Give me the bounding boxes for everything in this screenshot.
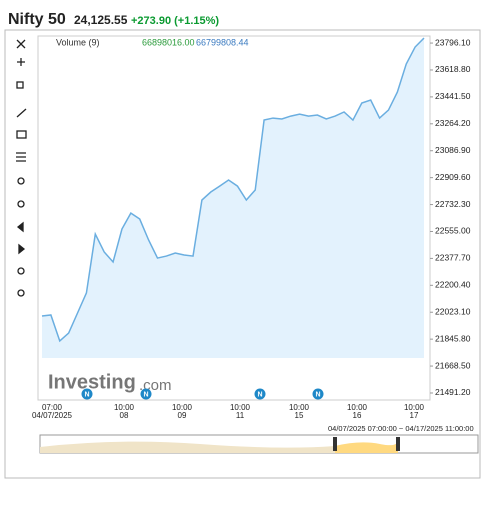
y-tick-label: 21845.80 [435,333,471,343]
tool-fib[interactable] [16,152,26,162]
y-tick-label: 22377.70 [435,253,471,263]
navigator-handle[interactable] [333,437,337,451]
instrument-title: Nifty 50 [8,11,66,28]
y-tick-label: 22732.30 [435,199,471,209]
volume-label: Volume (9) [56,37,100,47]
navigator-handle[interactable] [396,437,400,451]
tool-left[interactable] [16,221,24,233]
x-tick-date: 16 [353,411,362,420]
price-change: +273.90 (+1.15%) [131,15,219,27]
x-tick-time: 10:00 [230,403,251,412]
x-tick-date: 11 [236,411,245,420]
event-marker[interactable] [140,388,152,400]
event-marker[interactable] [254,388,266,400]
tool-crosshair[interactable] [16,39,26,49]
tool-rect[interactable] [16,130,27,139]
y-tick-label: 23264.20 [435,118,471,128]
volume-average: 66799808.44 [196,37,249,47]
tool-select[interactable] [17,58,25,66]
navigator-selected [335,438,399,453]
tool-zoom-out[interactable] [17,200,25,208]
x-tick-date: 09 [178,411,187,420]
y-tick-label: 21668.50 [435,360,471,370]
x-tick-time: 10:00 [404,403,425,412]
area-fill [42,38,424,358]
navigator-range: 04/07/2025 07:00:00 ~ 04/17/2025 11:00:0… [328,424,474,433]
toolbar [16,39,27,297]
y-tick-label: 23441.50 [435,91,471,101]
tool-reset[interactable] [17,289,25,297]
tool-line[interactable] [16,108,27,118]
y-tick-label: 23086.90 [435,145,471,155]
y-tick-label: 21491.20 [435,387,471,397]
tool-right[interactable] [18,243,26,255]
y-tick-label: 22200.40 [435,280,471,290]
x-tick-time: 07:00 [42,403,63,412]
x-tick-date: 17 [410,411,419,420]
tool-zoom-in[interactable] [17,177,25,185]
y-tick-label: 22909.60 [435,172,471,182]
plot-border [37,35,431,401]
event-label: N [84,391,89,398]
event-label: N [143,391,148,398]
x-tick-time: 10:00 [289,403,310,412]
event-marker[interactable] [312,388,324,400]
plot [41,37,425,358]
price: 24,125.55 [74,13,128,27]
x-tick-time: 10:00 [347,403,368,412]
event-marker[interactable] [81,388,93,400]
navigator-area [40,441,335,453]
x-tick-date: 15 [295,411,304,420]
x-tick-date: 08 [120,411,129,420]
price-line [41,37,425,343]
event-label: N [257,391,262,398]
x-tick-date: 04/07/2025 [32,411,73,420]
y-tick-label: 23796.10 [435,37,471,47]
y-tick-label: 22023.10 [435,306,471,316]
volume-value: 66898016.00 [142,37,195,47]
y-tick-label: 23618.80 [435,64,471,74]
tool-copy[interactable] [16,81,24,89]
event-label: N [315,391,320,398]
tool-magnet[interactable] [17,267,25,275]
x-tick-time: 10:00 [172,403,193,412]
x-tick-time: 10:00 [114,403,135,412]
y-tick-label: 22555.00 [435,226,471,236]
watermark: Investing [48,371,136,393]
